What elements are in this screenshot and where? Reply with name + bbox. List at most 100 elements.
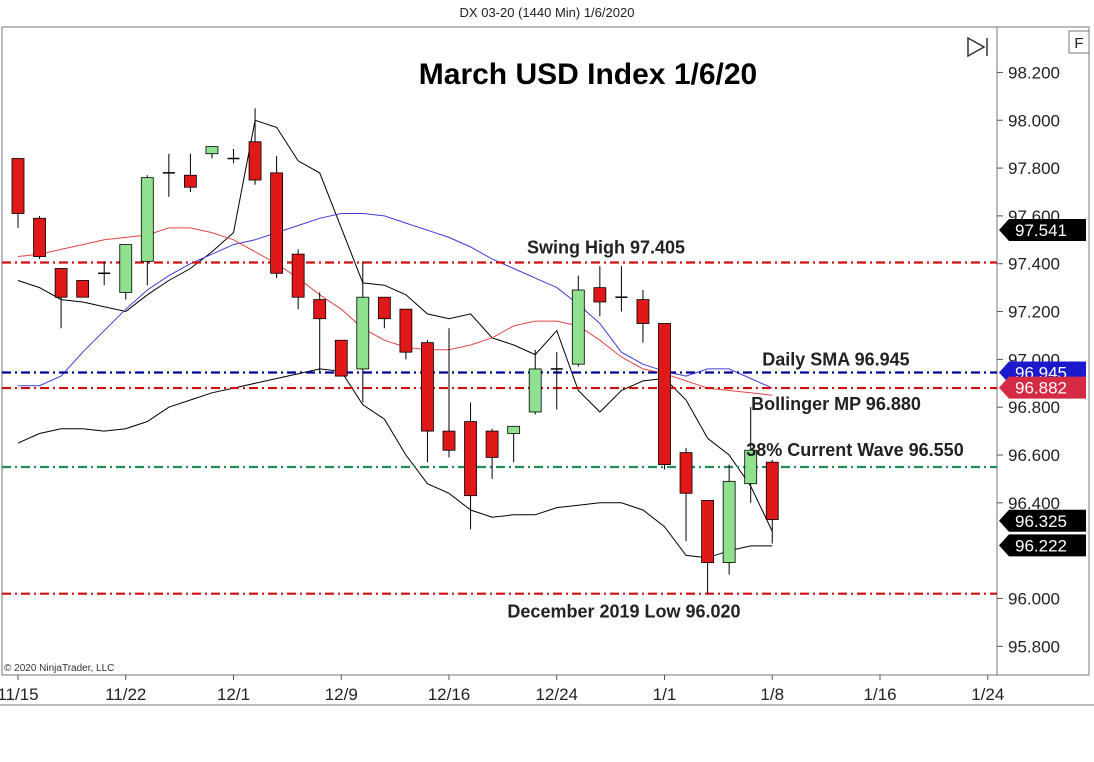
price-badge-shape — [999, 219, 1086, 242]
candle — [11, 158, 25, 228]
candle — [356, 261, 370, 403]
price-badge-shape — [999, 534, 1086, 557]
candle-body — [442, 430, 456, 451]
x-tick-label: 12/24 — [535, 685, 578, 704]
candle — [636, 290, 650, 343]
candle — [658, 323, 671, 470]
candle-body — [528, 368, 542, 413]
candle-body — [248, 141, 262, 181]
candle-body — [205, 146, 219, 155]
candle — [54, 268, 68, 329]
price-badge-label: 96.222 — [1015, 536, 1067, 555]
x-tick-label: 1/16 — [863, 685, 896, 704]
candle — [550, 352, 563, 410]
price-badge-label: 96.325 — [1015, 512, 1067, 531]
candle-body — [571, 289, 585, 365]
candle-body — [356, 296, 370, 370]
candle-body — [291, 253, 305, 298]
candle — [722, 464, 736, 575]
candle — [227, 148, 240, 164]
annotation-swing-high: Swing High 97.405 — [527, 238, 685, 258]
y-tick-label: 97.200 — [1008, 303, 1060, 322]
annotation-dec-low: December 2019 Low 96.020 — [507, 602, 740, 622]
candle-body — [658, 323, 671, 465]
annotation-wave-38: 38% Current Wave 96.550 — [746, 440, 963, 460]
price-badge: 97.541 — [999, 219, 1086, 242]
candle-body — [119, 244, 133, 293]
candle-body — [636, 299, 650, 324]
candle-body — [421, 342, 434, 432]
candle — [421, 340, 434, 463]
candle-body — [11, 158, 25, 214]
price-badge-shape — [999, 509, 1086, 532]
upper-bollinger-band — [17, 119, 773, 532]
candle-body — [334, 339, 348, 377]
candle-body — [765, 461, 779, 520]
candle-body — [679, 452, 693, 494]
candle-body — [76, 280, 90, 298]
x-tick-label: 1/1 — [653, 685, 677, 704]
candle-body — [464, 421, 477, 497]
price-badge-shape — [999, 376, 1086, 399]
y-tick-label: 95.800 — [1008, 637, 1060, 656]
chart-title: March USD Index 1/6/20 — [419, 58, 757, 91]
annotation-bollinger-mp: Bollinger MP 96.880 — [751, 394, 921, 414]
lower-bollinger-band — [17, 368, 773, 559]
f-button[interactable]: F — [1068, 30, 1090, 54]
candle — [464, 402, 477, 530]
play-forward-icon[interactable] — [967, 36, 988, 58]
candle-body — [485, 430, 499, 458]
candle — [765, 459, 779, 544]
price-badge: 96.325 — [999, 509, 1086, 532]
candle — [98, 261, 111, 286]
candle-body — [701, 500, 714, 564]
price-badge: 96.882 — [999, 376, 1086, 399]
candle — [291, 249, 305, 310]
candle — [701, 500, 714, 594]
candle-body — [399, 308, 413, 353]
candle — [33, 215, 46, 259]
candle — [377, 296, 391, 329]
candle-body — [54, 268, 68, 298]
x-tick-label: 12/1 — [217, 685, 250, 704]
candle — [571, 275, 585, 367]
x-tick-label: 1/8 — [760, 685, 784, 704]
y-tick-label: 97.400 — [1008, 255, 1060, 274]
x-tick-label: 1/24 — [971, 685, 1004, 704]
candle — [119, 244, 133, 300]
candle-body — [722, 480, 736, 564]
candle — [334, 339, 348, 377]
candle — [248, 108, 262, 185]
candle — [183, 153, 197, 192]
candle-body — [33, 217, 46, 257]
copyright-text: © 2020 NinjaTrader, LLC — [4, 663, 114, 674]
candle — [313, 292, 327, 372]
candle — [442, 328, 456, 458]
candle-body — [507, 425, 521, 434]
chart-frame — [0, 26, 1094, 706]
y-tick-label: 96.800 — [1008, 398, 1060, 417]
price-badge: 96.222 — [999, 534, 1086, 557]
x-tick-label: 12/9 — [325, 685, 358, 704]
y-tick-label: 96.400 — [1008, 494, 1060, 513]
f-button-label: F — [1074, 35, 1083, 52]
price-badge-label: 96.882 — [1015, 379, 1067, 398]
x-tick-label: 11/22 — [105, 685, 146, 704]
candle-body — [313, 299, 327, 320]
y-tick-label: 96.000 — [1008, 589, 1060, 608]
y-tick-label: 98.000 — [1008, 111, 1060, 130]
window-title: DX 03-20 (1440 Min) 1/6/2020 — [459, 5, 635, 20]
x-tick-label: 11/15 — [0, 685, 39, 704]
candle — [270, 156, 284, 279]
candle — [205, 146, 219, 159]
sma-line — [18, 213, 773, 389]
candle — [76, 280, 90, 298]
x-tick-label: 12/16 — [428, 685, 471, 704]
candle — [140, 175, 154, 286]
candle — [528, 349, 542, 415]
candle — [399, 308, 413, 360]
candle-body — [377, 296, 391, 320]
candle-body — [140, 177, 154, 262]
candle — [162, 153, 175, 197]
